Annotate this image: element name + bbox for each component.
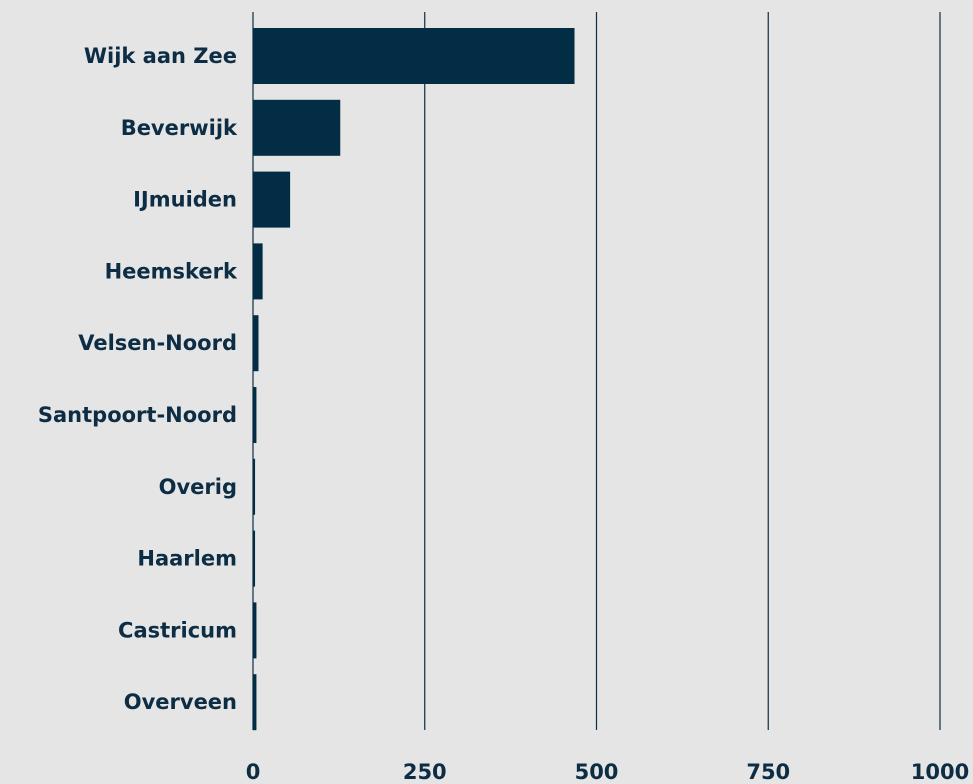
category-label-heemskerk: Heemskerk	[105, 259, 238, 283]
bars	[253, 28, 575, 731]
bar-velsen-noord	[253, 315, 259, 372]
x-tick-label-500: 500	[575, 760, 619, 784]
x-tick-label-750: 750	[746, 760, 790, 784]
x-tick-label-1000: 1000	[911, 760, 969, 784]
bar-ijmuiden	[253, 171, 291, 228]
category-label-velsen-noord: Velsen-Noord	[78, 331, 237, 355]
bar-overig	[253, 458, 256, 515]
bar-wijk-aan-zee	[253, 28, 575, 84]
bar-castricum	[253, 602, 257, 659]
category-label-overig: Overig	[159, 475, 237, 499]
bar-haarlem	[253, 530, 256, 587]
x-tick-label-0: 0	[246, 760, 261, 784]
x-tick-label-250: 250	[403, 760, 447, 784]
category-label-overveen: Overveen	[124, 690, 237, 714]
category-label-castricum: Castricum	[118, 618, 237, 642]
x-tick-labels: 0 250 500 750 1000	[246, 760, 970, 784]
bar-overveen	[253, 674, 257, 731]
category-label-haarlem: Haarlem	[137, 547, 237, 571]
bar-santpoort-noord	[253, 387, 257, 443]
category-label-ijmuiden: IJmuiden	[133, 188, 237, 212]
bar-beverwijk	[253, 99, 341, 156]
category-label-beverwijk: Beverwijk	[121, 116, 238, 140]
gridlines	[252, 12, 941, 730]
category-labels: Wijk aan Zee Beverwijk IJmuiden Heemskerk Ve…	[38, 44, 238, 714]
bar-heemskerk	[253, 243, 263, 300]
category-label-santpoort-noord: Santpoort-Noord	[38, 403, 237, 427]
category-label-wijk-aan-zee: Wijk aan Zee	[84, 44, 237, 68]
